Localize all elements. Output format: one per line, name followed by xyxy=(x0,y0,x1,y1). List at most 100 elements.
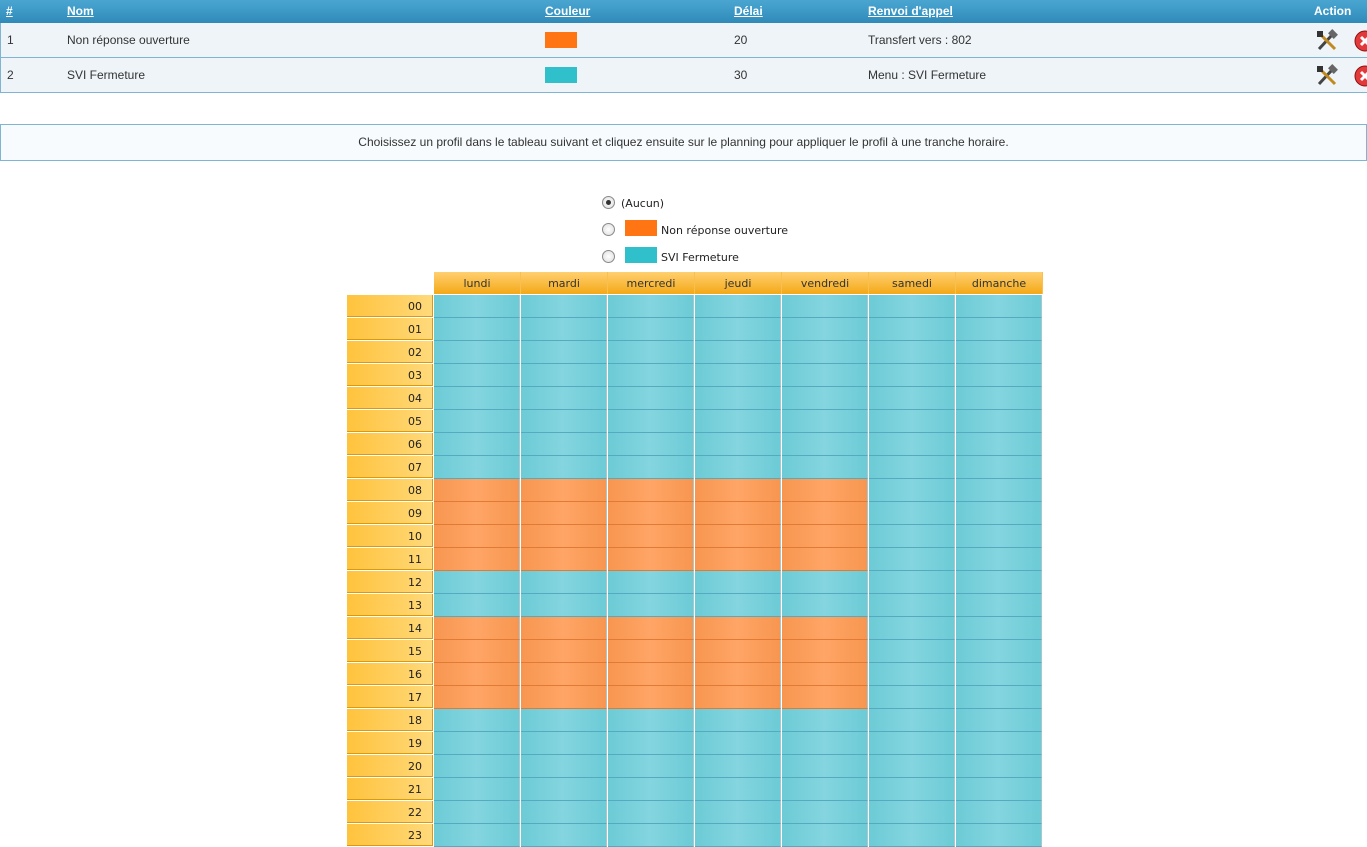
schedule-slot[interactable] xyxy=(782,433,868,456)
schedule-slot[interactable] xyxy=(695,479,781,502)
schedule-slot[interactable] xyxy=(521,410,607,433)
schedule-slot[interactable] xyxy=(869,663,955,686)
schedule-slot[interactable] xyxy=(695,663,781,686)
schedule-slot[interactable] xyxy=(434,709,520,732)
schedule-slot[interactable] xyxy=(608,502,694,525)
schedule-slot[interactable] xyxy=(434,525,520,548)
schedule-slot[interactable] xyxy=(434,364,520,387)
schedule-slot[interactable] xyxy=(434,617,520,640)
schedule-slot[interactable] xyxy=(695,732,781,755)
schedule-slot[interactable] xyxy=(521,824,607,847)
schedule-slot[interactable] xyxy=(695,617,781,640)
sort-forward-link[interactable]: Renvoi d'appel xyxy=(868,4,953,18)
schedule-slot[interactable] xyxy=(521,295,607,318)
schedule-slot[interactable] xyxy=(608,801,694,824)
schedule-slot[interactable] xyxy=(782,410,868,433)
schedule-slot[interactable] xyxy=(434,341,520,364)
schedule-slot[interactable] xyxy=(695,502,781,525)
schedule-slot[interactable] xyxy=(608,456,694,479)
schedule-slot[interactable] xyxy=(782,801,868,824)
schedule-slot[interactable] xyxy=(869,640,955,663)
schedule-slot[interactable] xyxy=(782,318,868,341)
schedule-slot[interactable] xyxy=(782,732,868,755)
schedule-slot[interactable] xyxy=(608,364,694,387)
schedule-slot[interactable] xyxy=(434,594,520,617)
schedule-slot[interactable] xyxy=(695,709,781,732)
schedule-slot[interactable] xyxy=(695,801,781,824)
profile-radio[interactable] xyxy=(602,250,615,263)
schedule-slot[interactable] xyxy=(869,732,955,755)
schedule-slot[interactable] xyxy=(956,410,1042,433)
schedule-slot[interactable] xyxy=(434,686,520,709)
schedule-slot[interactable] xyxy=(869,295,955,318)
schedule-slot[interactable] xyxy=(695,387,781,410)
schedule-slot[interactable] xyxy=(521,548,607,571)
schedule-slot[interactable] xyxy=(869,709,955,732)
schedule-slot[interactable] xyxy=(434,479,520,502)
schedule-slot[interactable] xyxy=(869,594,955,617)
schedule-slot[interactable] xyxy=(782,479,868,502)
schedule-slot[interactable] xyxy=(956,824,1042,847)
schedule-slot[interactable] xyxy=(869,571,955,594)
schedule-slot[interactable] xyxy=(869,525,955,548)
schedule-slot[interactable] xyxy=(956,525,1042,548)
schedule-slot[interactable] xyxy=(521,801,607,824)
schedule-slot[interactable] xyxy=(782,709,868,732)
schedule-slot[interactable] xyxy=(956,686,1042,709)
sort-num-link[interactable]: # xyxy=(6,4,13,18)
schedule-slot[interactable] xyxy=(608,318,694,341)
schedule-slot[interactable] xyxy=(695,640,781,663)
schedule-slot[interactable] xyxy=(521,525,607,548)
schedule-slot[interactable] xyxy=(956,709,1042,732)
schedule-slot[interactable] xyxy=(695,295,781,318)
schedule-slot[interactable] xyxy=(956,640,1042,663)
schedule-slot[interactable] xyxy=(869,548,955,571)
schedule-slot[interactable] xyxy=(869,341,955,364)
schedule-slot[interactable] xyxy=(434,640,520,663)
schedule-slot[interactable] xyxy=(782,341,868,364)
schedule-slot[interactable] xyxy=(521,732,607,755)
schedule-slot[interactable] xyxy=(434,410,520,433)
schedule-slot[interactable] xyxy=(956,479,1042,502)
edit-tools-icon[interactable] xyxy=(1315,29,1339,53)
schedule-slot[interactable] xyxy=(608,295,694,318)
schedule-slot[interactable] xyxy=(434,456,520,479)
schedule-slot[interactable] xyxy=(521,617,607,640)
schedule-slot[interactable] xyxy=(521,502,607,525)
schedule-slot[interactable] xyxy=(869,617,955,640)
schedule-slot[interactable] xyxy=(782,755,868,778)
schedule-slot[interactable] xyxy=(434,433,520,456)
schedule-slot[interactable] xyxy=(695,755,781,778)
schedule-slot[interactable] xyxy=(782,525,868,548)
schedule-slot[interactable] xyxy=(434,801,520,824)
schedule-slot[interactable] xyxy=(608,732,694,755)
schedule-slot[interactable] xyxy=(782,295,868,318)
schedule-slot[interactable] xyxy=(695,456,781,479)
schedule-slot[interactable] xyxy=(782,364,868,387)
schedule-slot[interactable] xyxy=(521,571,607,594)
schedule-slot[interactable] xyxy=(434,663,520,686)
schedule-slot[interactable] xyxy=(434,824,520,847)
schedule-slot[interactable] xyxy=(608,778,694,801)
schedule-slot[interactable] xyxy=(608,709,694,732)
schedule-slot[interactable] xyxy=(434,571,520,594)
schedule-slot[interactable] xyxy=(956,387,1042,410)
schedule-slot[interactable] xyxy=(521,709,607,732)
schedule-slot[interactable] xyxy=(608,341,694,364)
schedule-slot[interactable] xyxy=(608,663,694,686)
schedule-slot[interactable] xyxy=(434,755,520,778)
schedule-slot[interactable] xyxy=(521,433,607,456)
schedule-slot[interactable] xyxy=(869,801,955,824)
delete-icon[interactable] xyxy=(1353,29,1367,53)
schedule-slot[interactable] xyxy=(521,318,607,341)
schedule-slot[interactable] xyxy=(869,433,955,456)
schedule-slot[interactable] xyxy=(521,479,607,502)
schedule-slot[interactable] xyxy=(695,594,781,617)
schedule-slot[interactable] xyxy=(956,548,1042,571)
sort-delay-link[interactable]: Délai xyxy=(734,4,763,18)
schedule-slot[interactable] xyxy=(869,318,955,341)
schedule-slot[interactable] xyxy=(521,686,607,709)
schedule-slot[interactable] xyxy=(782,778,868,801)
schedule-slot[interactable] xyxy=(521,456,607,479)
schedule-slot[interactable] xyxy=(782,640,868,663)
